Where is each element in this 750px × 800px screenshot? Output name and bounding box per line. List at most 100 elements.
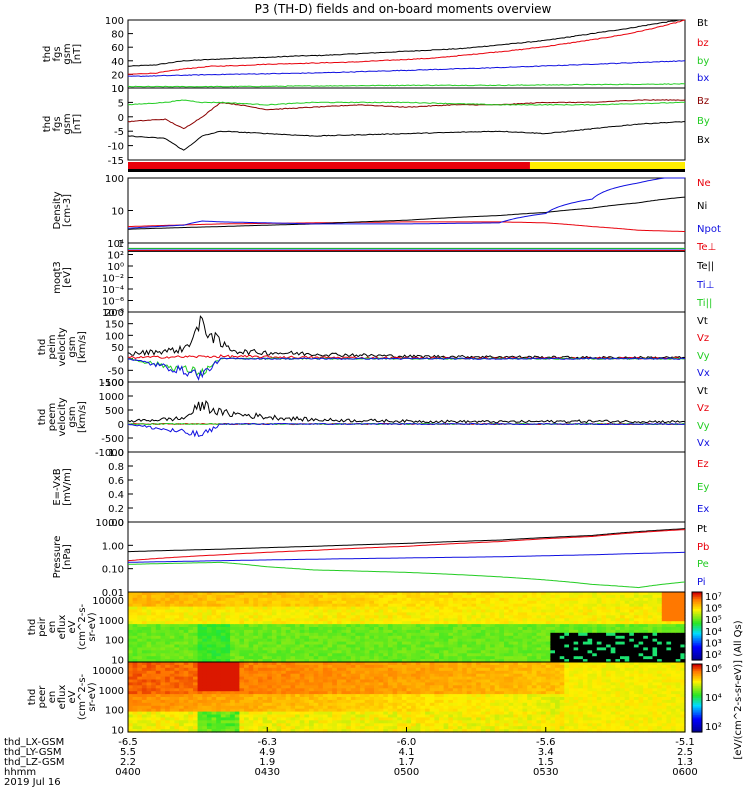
- heatmap-cell: [183, 673, 189, 678]
- heatmap-cell: [364, 615, 370, 619]
- heatmap-cell: [411, 670, 417, 675]
- heatmap-cell: [248, 650, 254, 654]
- heatmap-cell: [244, 644, 250, 648]
- legend-label-Pt: Pt: [697, 524, 707, 535]
- heatmap-cell: [193, 705, 199, 710]
- legend-label-Vt: Vt: [697, 316, 708, 327]
- heatmap-cell: [369, 664, 375, 669]
- heatmap-cell: [545, 621, 551, 625]
- heatmap-cell: [193, 615, 199, 619]
- heatmap-cell: [267, 705, 273, 710]
- heatmap-cell: [434, 667, 440, 672]
- heatmap-cell: [128, 720, 134, 724]
- heatmap-cell: [197, 632, 203, 637]
- heatmap-cell: [476, 653, 482, 657]
- heatmap-cell: [364, 697, 370, 701]
- heatmap-cell: [452, 635, 459, 640]
- heatmap-cell: [211, 621, 217, 625]
- heatmap-cell: [550, 597, 556, 602]
- heatmap-cell: [285, 656, 291, 660]
- heatmap-cell: [462, 685, 468, 689]
- heatmap-cell: [188, 594, 194, 599]
- heatmap-cell: [179, 705, 185, 710]
- y-axis-label-line: peem: [47, 403, 58, 431]
- heatmap-cell: [522, 603, 528, 608]
- heatmap-cell: [230, 729, 236, 733]
- series-line-Vx: [127, 422, 686, 438]
- heatmap-cell: [476, 606, 482, 611]
- heatmap-cell: [309, 627, 315, 631]
- y-axis-label-line: en: [47, 621, 58, 634]
- heatmap-cell: [555, 603, 561, 608]
- heatmap-cell: [220, 641, 226, 646]
- heatmap-cell: [569, 656, 575, 660]
- heatmap-cell: [360, 685, 366, 689]
- heatmap-cell: [466, 708, 472, 713]
- heatmap-cell: [151, 635, 157, 640]
- heatmap-cell: [230, 618, 236, 622]
- heatmap-cell: [462, 659, 468, 663]
- heatmap-cell: [183, 726, 189, 730]
- heatmap-cell: [647, 603, 654, 608]
- heatmap-cell: [606, 618, 612, 622]
- heatmap-cell: [141, 699, 148, 704]
- heatmap-cell: [169, 659, 175, 663]
- heatmap-cell: [160, 676, 166, 681]
- heatmap-cell: [169, 723, 175, 727]
- heatmap-cell: [541, 621, 547, 625]
- heatmap-cell: [429, 664, 435, 669]
- heatmap-cell: [485, 723, 491, 727]
- heatmap-cell: [244, 685, 250, 689]
- heatmap-cell: [244, 592, 250, 596]
- heatmap-cell: [401, 600, 408, 605]
- heatmap-cell: [216, 603, 222, 608]
- heatmap-cell: [624, 659, 630, 663]
- heatmap-cell: [225, 694, 231, 698]
- heatmap-cell: [225, 699, 231, 704]
- heatmap-cell: [304, 717, 310, 721]
- heatmap-cell: [169, 682, 175, 686]
- heatmap-cell: [657, 635, 663, 640]
- heatmap-cell: [299, 682, 305, 686]
- heatmap-cell: [601, 632, 607, 637]
- heatmap-cell: [485, 688, 491, 692]
- heatmap-cell: [517, 624, 524, 628]
- heatmap-cell: [434, 705, 440, 710]
- heatmap-cell: [332, 720, 338, 724]
- heatmap-cell: [392, 702, 398, 707]
- heatmap-cell: [429, 615, 435, 619]
- heatmap-cell: [179, 647, 185, 651]
- heatmap-cell: [452, 612, 459, 616]
- heatmap-cell: [564, 609, 570, 613]
- heatmap-cell: [374, 714, 380, 718]
- heatmap-cell: [322, 594, 329, 599]
- heatmap-cell: [188, 729, 194, 733]
- heatmap-cell: [341, 656, 347, 660]
- heatmap-cell: [151, 650, 157, 654]
- heatmap-cell: [457, 618, 463, 622]
- heatmap-cell: [197, 723, 203, 727]
- heatmap-cell: [304, 702, 310, 707]
- heatmap-cell: [183, 656, 189, 660]
- heatmap-cell: [206, 641, 213, 646]
- heatmap-cell: [425, 702, 431, 707]
- heatmap-cell: [499, 606, 505, 611]
- heatmap-cell: [443, 647, 449, 651]
- heatmap-cell: [128, 664, 134, 669]
- heatmap-cell: [174, 647, 180, 651]
- heatmap-cell: [452, 592, 459, 596]
- heatmap-cell: [234, 685, 240, 689]
- heatmap-cell: [309, 600, 315, 605]
- heatmap-cell: [188, 615, 194, 619]
- legend-label-Vz: Vz: [697, 333, 709, 344]
- heatmap-cell: [661, 650, 667, 654]
- heatmap-cell: [262, 679, 268, 683]
- heatmap-cell: [425, 641, 431, 646]
- heatmap-cell: [248, 717, 254, 721]
- heatmap-cell: [188, 644, 194, 648]
- heatmap-cell: [504, 615, 510, 619]
- heatmap-cell: [448, 664, 454, 669]
- heatmap-cell: [429, 667, 435, 672]
- heatmap-cell: [290, 720, 296, 724]
- heatmap-cell: [169, 644, 175, 648]
